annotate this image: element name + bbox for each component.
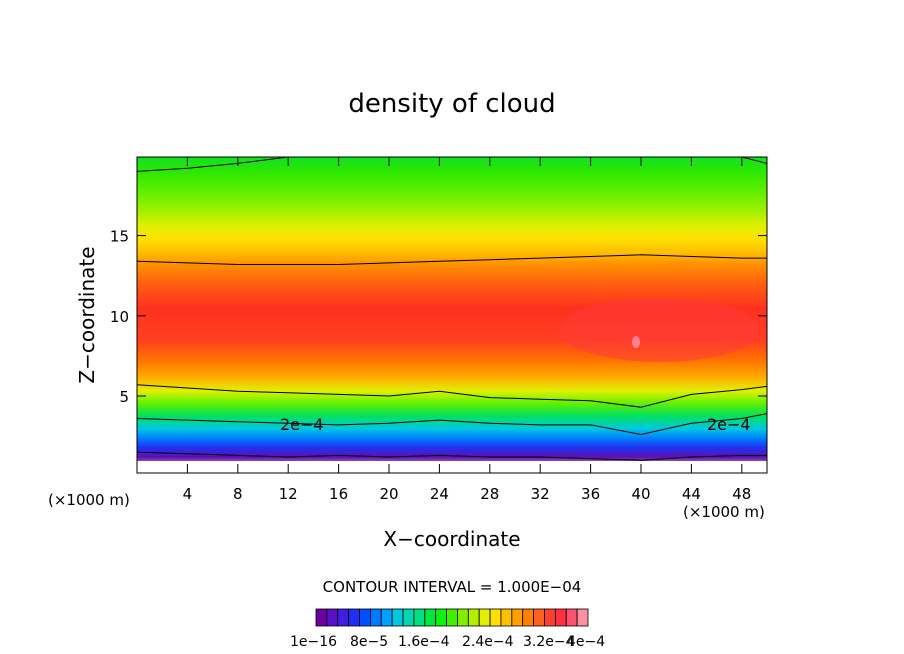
x-tick-label: 4 <box>183 485 193 503</box>
x-unit-left: (×1000 m) <box>48 491 130 509</box>
colorbar-swatch <box>446 608 458 627</box>
contour-line <box>137 157 767 172</box>
x-tick-label: 44 <box>682 485 701 503</box>
x-tick-label: 16 <box>329 485 348 503</box>
x-tick-label: 24 <box>430 485 449 503</box>
x-tick-label: 40 <box>631 485 650 503</box>
x-tick-label: 36 <box>581 485 600 503</box>
plot-frame <box>136 156 768 474</box>
x-axis-label: X−coordinate <box>383 527 520 551</box>
colorbar-swatch <box>533 608 545 627</box>
colorbar-label: 2.4e−4 <box>462 634 514 650</box>
colorbar-label: 8e−5 <box>350 634 388 650</box>
colorbar-swatch <box>402 608 415 627</box>
x-tick-label: 12 <box>279 485 298 503</box>
colorbar-label: 1e−16 <box>290 634 337 650</box>
colorbar-swatch <box>424 608 437 627</box>
colorbar-swatch <box>391 608 404 627</box>
x-tick-label: 48 <box>732 485 751 503</box>
y-tick-label: 5 <box>119 388 129 406</box>
contour-interval: CONTOUR INTERVAL = 1.000E−04 <box>323 578 582 596</box>
colorbar-swatch <box>500 608 513 627</box>
contour-label-right: 2e−4 <box>707 415 751 434</box>
y-axis: 5 10 15 <box>110 228 767 406</box>
colorbar-label: 1.6e−4 <box>398 634 450 650</box>
colorbar-swatch <box>544 608 556 627</box>
contour-line <box>137 451 767 461</box>
colorbar-swatch <box>489 608 502 627</box>
colorbar-swatch <box>413 608 426 627</box>
y-axis-label: Z−coordinate <box>75 246 99 383</box>
chart-title: density of cloud <box>348 89 555 119</box>
colorbar-swatch <box>511 608 524 627</box>
core-peak <box>632 336 640 348</box>
plot-area <box>137 157 767 473</box>
colorbar <box>315 608 589 627</box>
y-tick-label: 10 <box>110 308 129 326</box>
colorbar-swatch <box>359 608 371 627</box>
colorbar-swatch <box>337 608 350 627</box>
colorbar-swatch <box>348 608 360 627</box>
colorbar-label: 3.2e−4 <box>523 634 575 650</box>
colorbar-swatch <box>522 608 534 627</box>
contour-line <box>137 254 767 265</box>
x-unit-right: (×1000 m) <box>683 503 765 521</box>
x-tick-label: 20 <box>379 485 398 503</box>
colorbar-swatch <box>380 608 393 627</box>
x-axis: 4 8 12 16 20 24 28 32 36 40 44 48 <box>183 157 751 503</box>
colorbar-swatch <box>435 608 447 627</box>
colorbar-swatch <box>315 608 328 627</box>
colorbar-label: 4e−4 <box>567 634 605 650</box>
contour-lines <box>137 157 767 461</box>
colorbar-swatch <box>478 608 491 627</box>
colorbar-swatch <box>576 608 589 627</box>
core-high-density <box>560 298 760 362</box>
colorbar-swatch <box>467 608 480 627</box>
colorbar-swatch <box>554 608 567 627</box>
colorbar-labels: 1e−16 8e−5 1.6e−4 2.4e−4 3.2e−4 4e−4 <box>290 634 605 650</box>
colorbar-swatch <box>369 608 382 627</box>
y-tick-label: 15 <box>110 228 129 246</box>
colorbar-swatch <box>326 608 339 627</box>
lower-white-band <box>137 461 767 473</box>
x-tick-label: 8 <box>233 485 243 503</box>
colorbar-swatch <box>565 608 578 627</box>
x-tick-label: 28 <box>480 485 499 503</box>
contour-label-left: 2e−4 <box>280 415 324 434</box>
x-tick-label: 32 <box>531 485 550 503</box>
contour-line <box>137 384 767 408</box>
colorbar-swatch <box>457 608 469 627</box>
contour-line <box>137 413 767 436</box>
